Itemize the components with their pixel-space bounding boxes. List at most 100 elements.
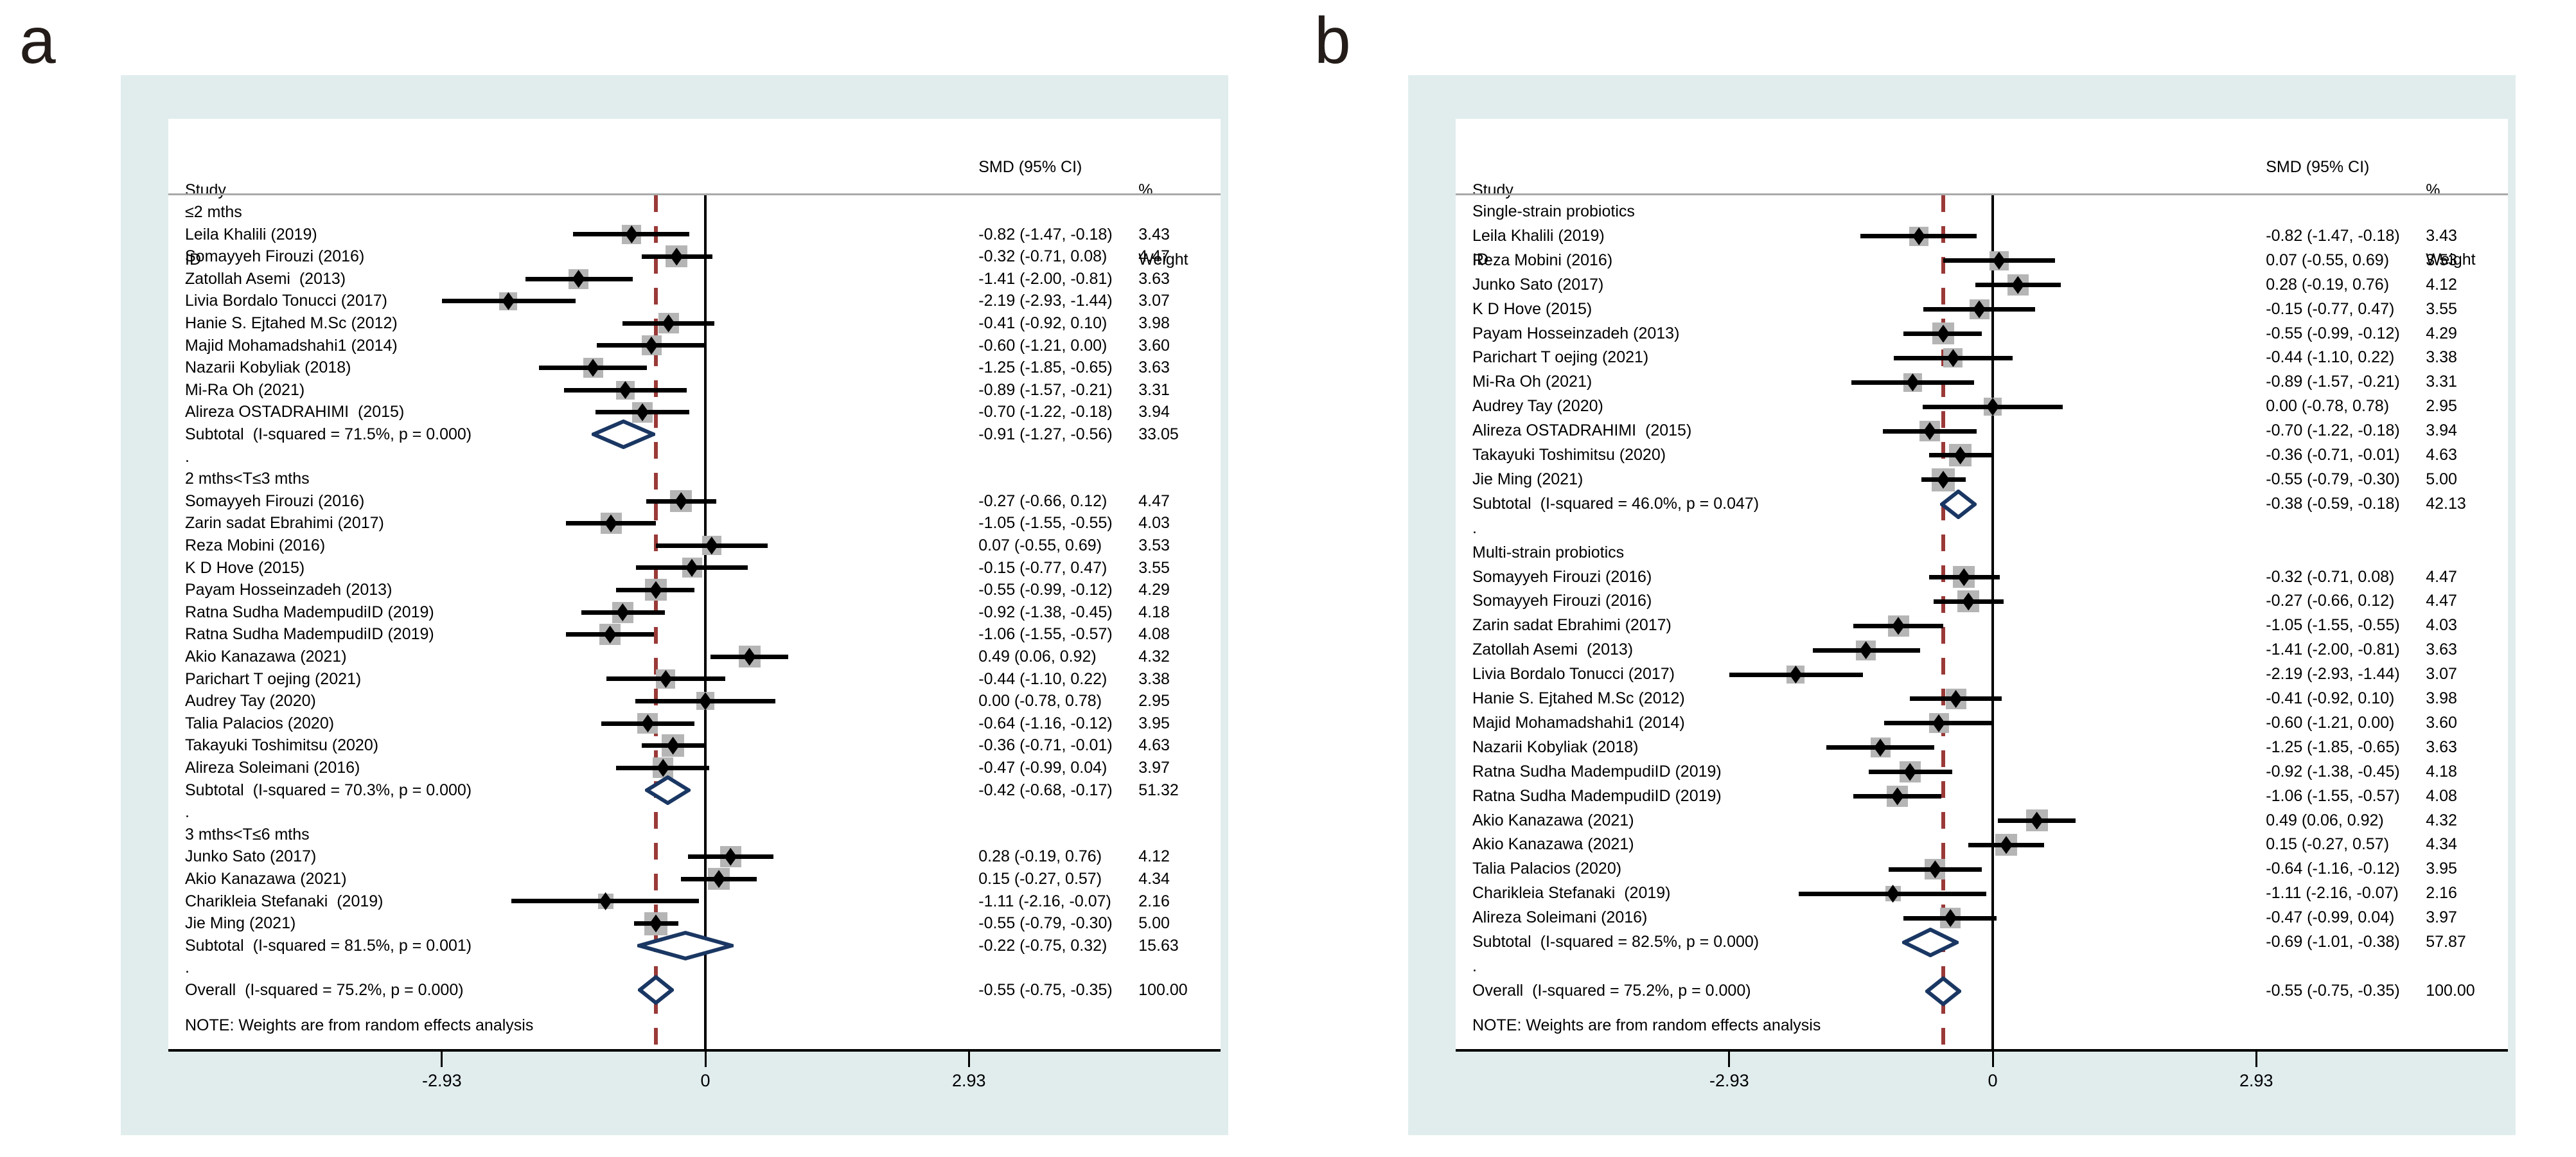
smd-value: -0.60 (-1.21, 0.00) [978,336,1107,355]
row-label: Zarin sadat Ebrahimi (2017) [1472,616,1672,635]
row-label: Nazarii Kobyliak (2018) [1472,737,1639,756]
study-row: Zatollah Asemi (2013) -1.41 (-2.00, -0.81… [1456,638,2508,662]
point-estimate-marker [705,536,718,555]
subtotal-diamond [588,420,658,450]
column-header-study: Study ID [1472,132,1513,317]
subtotal-row: Subtotal (I-squared = 81.5%, p = 0.001) -… [168,930,1221,961]
column-header-study-line2: ID [1472,251,1488,269]
point-estimate-marker [743,648,756,666]
group-row: Single-strain probiotics [1456,200,2508,224]
smd-value: -0.36 (-0.71, -0.01) [2266,446,2400,464]
weight-value: 4.47 [2426,567,2457,586]
weight-value: 3.95 [1138,714,1170,732]
study-row: Livia Bordalo Tonucci (2017) -2.19 (-2.93… [168,290,1221,312]
subtotal-row: Subtotal (I-squared = 82.5%, p = 0.000) -… [1456,927,2508,958]
smd-value: 0.28 (-0.19, 0.76) [978,847,1102,866]
row-label: K D Hove (2015) [1472,299,1592,318]
study-row: Charikleia Stefanaki (2019) -1.11 (-2.16,… [1456,881,2508,906]
panel-a: Study ID SMD (95% CI) % Weight ≤2 mths Le… [121,75,1228,1135]
smd-value: -0.15 (-0.77, 0.47) [978,558,1107,577]
note-text: NOTE: Weights are from random effects an… [1472,1016,1821,1034]
axis-tick-label: 0 [700,1071,710,1090]
smd-value: -0.64 (-1.16, -0.12) [978,714,1113,732]
weight-value: 2.95 [1138,692,1170,711]
column-header-weight-line2: Weight [2426,251,2476,269]
smd-value: -0.55 (-0.75, -0.35) [978,981,1113,999]
group-label: Multi-strain probiotics [1472,543,1625,561]
weight-value: 51.32 [1138,781,1179,799]
weight-value: 4.12 [1138,847,1170,866]
smd-value: -0.44 (-1.10, 0.22) [2266,348,2395,367]
weight-value: 4.03 [1138,514,1170,533]
row-label: Subtotal (I-squared = 70.3%, p = 0.000) [185,781,472,799]
weight-value: 4.32 [2426,811,2457,829]
point-estimate-marker [659,669,673,688]
panel-b: Study ID SMD (95% CI) % Weight Single-st… [1408,75,2516,1135]
point-estimate-marker [712,870,726,888]
study-row: Zarin sadat Ebrahimi (2017) -1.05 (-1.55,… [168,512,1221,534]
zero-line [704,195,707,1049]
study-row: Somayyeh Firouzi (2016) -0.27 (-0.66, 0.1… [1456,589,2508,614]
point-estimate-marker [1789,666,1803,684]
study-row: Leila Khalili (2019) -0.82 (-1.47, -0.18)… [168,224,1221,246]
column-header-study: Study ID [185,132,226,317]
point-estimate-marker [724,847,737,866]
smd-value: -1.05 (-1.55, -0.55) [978,514,1113,533]
smd-value: 0.49 (0.06, 0.92) [2266,811,2384,829]
smd-value: 0.00 (-0.78, 0.78) [978,692,1102,711]
study-row: Audrey Tay (2020) 0.00 (-0.78, 0.78) 2.95 [168,690,1221,712]
point-estimate-marker [604,514,618,533]
study-row: Mi-Ra Oh (2021) -0.89 (-1.57, -0.21) 3.31 [168,379,1221,402]
weight-value: 3.60 [1138,336,1170,355]
axis-tick-label: -2.93 [1709,1071,1749,1090]
row-label: Subtotal (I-squared = 82.5%, p = 0.000) [1472,933,1760,951]
separator-dot: . [185,447,190,466]
smd-value: -0.92 (-1.38, -0.45) [2266,762,2400,781]
smd-value: -0.55 (-0.79, -0.30) [2266,470,2400,488]
point-estimate-marker [1937,470,1950,489]
study-row: Reza Mobini (2016) 0.07 (-0.55, 0.69) 3.53 [168,534,1221,557]
weight-value: 3.31 [2426,373,2457,391]
subtotal-diamond [1900,927,1962,958]
column-header-smd: SMD (95% CI) [2266,158,2370,176]
point-estimate-marker [599,892,612,910]
smd-value: -1.25 (-1.85, -0.65) [2266,737,2400,756]
row-label: Livia Bordalo Tonucci (2017) [1472,665,1675,684]
column-header-study-line1: Study [185,181,226,199]
smd-value: -0.55 (-0.99, -0.12) [978,581,1113,599]
study-row: Talia Palacios (2020) -0.64 (-1.16, -0.12… [1456,857,2508,881]
dot-row: . [1456,955,2508,979]
overall-diamond [1924,975,1963,1007]
point-estimate-marker [1944,909,1957,928]
axis-tick [2255,1052,2257,1067]
study-row: Somayyeh Firouzi (2016) -0.27 (-0.66, 0.1… [168,490,1221,513]
study-row: Majid Mohamadshahi1 (2014) -0.60 (-1.21, … [168,335,1221,357]
study-row: Alireza Soleimani (2016) -0.47 (-0.99, 0.… [1456,906,2508,930]
weight-value: 3.94 [2426,421,2457,440]
row-label: Subtotal (I-squared = 46.0%, p = 0.047) [1472,494,1760,513]
point-estimate-marker [636,403,649,421]
point-estimate-marker [1874,738,1887,757]
point-estimate-marker [2000,836,2013,854]
smd-value: -0.32 (-0.71, 0.08) [2266,567,2395,586]
subtotal-diamond [632,930,739,961]
header-divider [1456,193,2508,195]
weight-value: 4.29 [2426,324,2457,342]
column-header-smd: SMD (95% CI) [978,158,1082,176]
weight-value: 4.18 [1138,603,1170,621]
row-label: Parichart T oejing (2021) [1472,348,1649,367]
row-label: Alireza Soleimani (2016) [185,759,360,777]
point-estimate-marker [649,581,663,599]
point-estimate-marker [1992,251,2006,270]
row-label: Majid Mohamadshahi1 (2014) [185,336,398,355]
row-label: Ratna Sudha MadempudiID (2019) [1472,786,1722,805]
row-label: Alireza Soleimani (2016) [1472,908,1648,927]
study-row: Ratna Sudha MadempudiID (2019) -1.06 (-1.… [1456,784,2508,809]
row-label: Akio Kanazawa (2021) [185,648,347,666]
study-row: Livia Bordalo Tonucci (2017) -2.19 (-2.93… [1456,662,2508,687]
row-label: Reza Mobini (2016) [1472,251,1613,269]
row-label: Overall (I-squared = 75.2%, p = 0.000) [185,981,464,999]
smd-value: -1.05 (-1.55, -0.55) [2266,616,2400,635]
row-label: Subtotal (I-squared = 81.5%, p = 0.001) [185,936,472,955]
